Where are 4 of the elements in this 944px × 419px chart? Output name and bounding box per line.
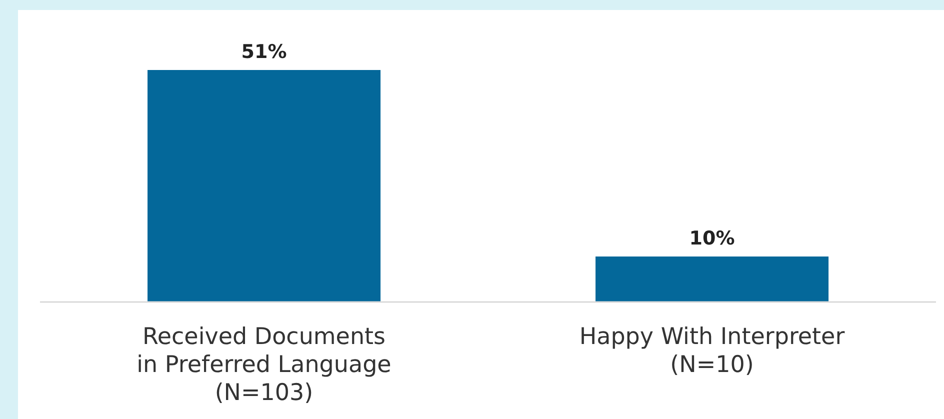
x-tick-label: Received Documents in Preferred Language (N=103)	[136, 324, 392, 406]
data-label: 10%	[689, 228, 735, 250]
data-label: 51%	[241, 41, 287, 63]
x-tick-label: Happy With Interpreter (N=10)	[579, 324, 846, 378]
